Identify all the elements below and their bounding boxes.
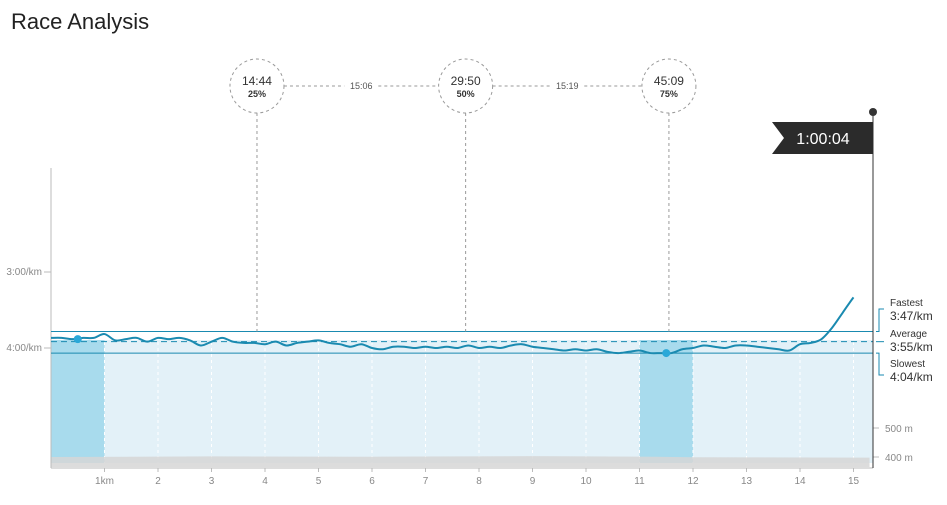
- checkpoint-time: 29:50: [451, 74, 481, 88]
- average-label: Average: [890, 329, 928, 340]
- x-tick-label: 2: [155, 476, 161, 487]
- elevation-tick-labels: 500 m 400 m: [873, 424, 913, 464]
- chart-base-layer: [50, 168, 873, 469]
- y-tick-label: 4:00/km: [6, 343, 42, 354]
- x-tick-label: 14: [794, 476, 806, 487]
- x-tick-label: 4: [262, 476, 268, 487]
- finish-flag-background: [772, 122, 873, 154]
- y-tick-labels: 3:00/km 4:00/km: [6, 267, 51, 354]
- y-tick-label: 3:00/km: [6, 267, 42, 278]
- elevation-tick-label: 500 m: [885, 424, 913, 435]
- checkpoint-percent: 25%: [248, 89, 266, 99]
- x-tick-label: 8: [476, 476, 482, 487]
- split-time: 15:19: [556, 81, 579, 91]
- x-tick-label: 11: [634, 476, 645, 487]
- pace-summary-lines: [51, 331, 873, 354]
- split-time: 15:06: [350, 81, 373, 91]
- slowest-label: Slowest: [890, 359, 925, 370]
- split-connectors: 15:06 15:19: [283, 81, 642, 91]
- pace-line-series: [50, 296, 855, 355]
- fastest-label: Fastest: [890, 298, 923, 309]
- average-value: 3:55/km: [890, 340, 933, 354]
- x-tick-label: 7: [423, 476, 429, 487]
- x-tick-label: 13: [741, 476, 753, 487]
- x-tick-label: 1km: [95, 476, 114, 487]
- segment-marker: [662, 349, 671, 358]
- checkpoint-percent: 75%: [660, 89, 678, 99]
- fastest-bracket: [876, 308, 884, 333]
- highlight-segment: [51, 340, 105, 463]
- finish-pole-dot: [869, 108, 877, 116]
- pace-summary-legend: Fastest 3:47/km Average 3:55/km Slowest …: [876, 298, 933, 384]
- x-tick-label: 15: [848, 476, 860, 487]
- highlight-segments: [51, 340, 693, 463]
- finish-time: 1:00:04: [796, 131, 849, 148]
- x-tick-label: 6: [369, 476, 375, 487]
- highlight-segment: [639, 340, 693, 463]
- elevation-profile: [51, 456, 870, 467]
- x-tick-label: 9: [530, 476, 536, 487]
- x-tick-labels: 1km 2 3 4 5 6 7 8 9 10 11 12 13 14 15: [95, 468, 859, 487]
- elevation-tick-label: 400 m: [885, 453, 913, 464]
- segment-marker: [73, 335, 82, 344]
- pace-area-fill: [51, 340, 873, 463]
- slowest-value: 4:04/km: [890, 370, 933, 384]
- x-tick-label: 5: [316, 476, 322, 487]
- x-grid-lines: [104, 342, 854, 463]
- page-title: Race Analysis: [11, 9, 150, 34]
- x-tick-label: 12: [687, 476, 699, 487]
- x-tick-label: 10: [580, 476, 592, 487]
- checkpoint-percent: 50%: [457, 89, 475, 99]
- checkpoint-time: 45:09: [654, 74, 684, 88]
- checkpoint-time: 14:44: [242, 74, 272, 88]
- finish-flag: 1:00:04: [772, 108, 877, 468]
- fastest-value: 3:47/km: [890, 309, 933, 323]
- slowest-bracket: [876, 352, 884, 376]
- x-tick-label: 3: [209, 476, 215, 487]
- checkpoint-circle: [641, 58, 697, 114]
- segment-markers: [73, 335, 671, 358]
